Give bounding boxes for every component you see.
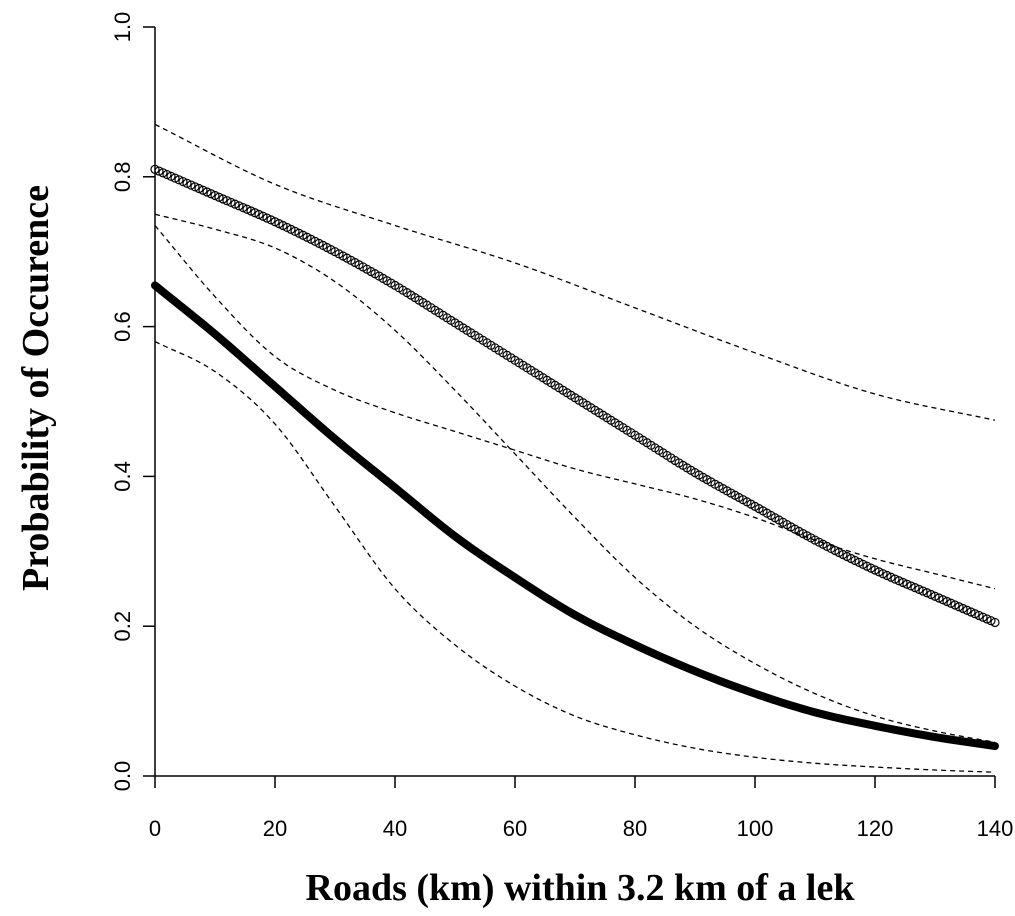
series-point [226,197,236,208]
x-tick-label: 100 [737,816,774,841]
plot-area [150,123,1000,773]
series-point [218,194,228,204]
series-point [230,199,240,209]
x-tick-label: 60 [503,816,527,841]
x-tick-label: 40 [383,816,407,841]
series-point [242,204,252,214]
series-point [902,579,912,589]
x-tick-label: 20 [263,816,287,841]
x-tick-label: 80 [623,816,647,841]
y-tick-label: 1.0 [110,12,135,43]
y-tick-label: 0.0 [110,761,135,792]
series-circles [150,164,1000,628]
series-point [914,584,924,594]
series-point [234,201,244,211]
series-line-dashed [154,340,996,773]
y-tick-label: 0.8 [110,162,135,193]
axes: 0 20 40 60 80 100 120 140 0.0 0.2 0.4 0.6 0.8 1.0 [110,12,1013,841]
x-tick-label: 120 [857,816,894,841]
axis-labels: Roads (km) within 3.2 km of a lek Probab… [15,185,855,909]
series-point [238,202,248,213]
series-line-solid [151,281,999,751]
x-tick-label: 140 [977,816,1014,841]
series-line-dashed [154,225,996,590]
series-point [910,583,920,593]
series-line-dashed [154,123,996,421]
series-point [898,577,908,588]
x-axis-title: Roads (km) within 3.2 km of a lek [306,867,856,909]
y-tick-label: 0.6 [110,311,135,342]
series-point [906,581,916,591]
series-point [990,617,1000,628]
y-axis-title: Probability of Occurence [15,185,57,591]
series-point [918,586,928,596]
series-line-dashed [154,213,996,743]
x-tick-label: 0 [149,816,161,841]
y-tick-label: 0.2 [110,611,135,642]
y-tick-label: 0.4 [110,461,135,492]
series-point [222,196,232,206]
